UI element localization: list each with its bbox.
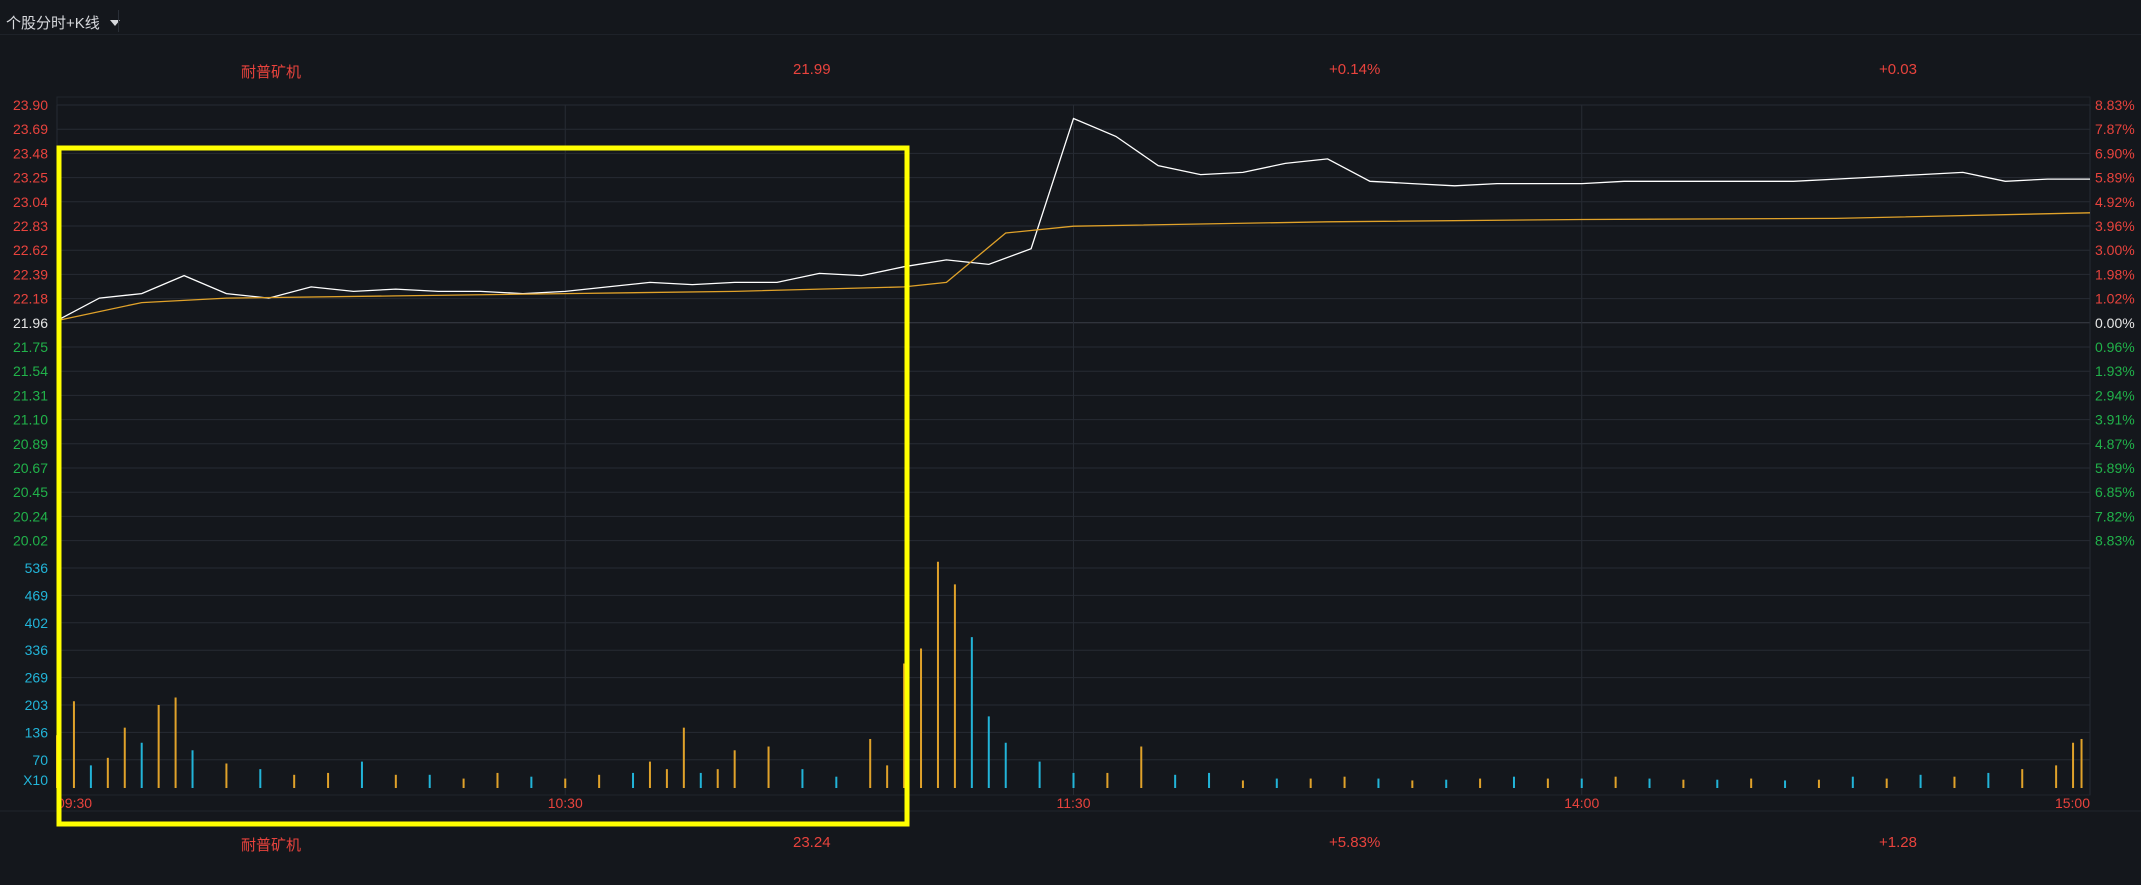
- header-price: 21.99: [793, 61, 831, 78]
- volume-tick-label: 269: [25, 670, 49, 686]
- price-tick-label: 20.45: [13, 484, 48, 500]
- pct-tick-label: 1.93%: [2095, 363, 2135, 379]
- pct-tick-label: 6.90%: [2095, 145, 2135, 161]
- volume-tick-label: 402: [25, 615, 49, 631]
- price-line: [56, 117, 2090, 322]
- top-toolbar: 个股分时+K线: [0, 0, 2141, 35]
- highlight-box: [56, 145, 910, 827]
- price-tick-label: 23.48: [13, 145, 48, 161]
- pct-tick-label: 4.87%: [2095, 436, 2135, 452]
- volume-tick-label: 536: [25, 560, 49, 576]
- avg-line: [56, 212, 2091, 322]
- time-tick-label: 11:30: [1057, 795, 1091, 811]
- pct-tick-label: 7.87%: [2095, 121, 2135, 137]
- price-tick-label: 22.18: [13, 291, 48, 307]
- price-tick-label: 23.90: [13, 97, 48, 113]
- chart-mode-dropdown[interactable]: 个股分时+K线: [6, 12, 120, 33]
- price-tick-label: 20.67: [13, 460, 48, 476]
- time-tick-label: 09:30: [57, 795, 92, 811]
- footer-price: 23.24: [793, 834, 831, 851]
- volume-tick-label: 469: [25, 587, 49, 603]
- price-tick-label: 21.96: [13, 315, 48, 331]
- pct-tick-label: 1.02%: [2095, 291, 2135, 307]
- footer-stock-name: 耐普矿机: [241, 837, 302, 854]
- footer-change: +1.28: [1879, 834, 1917, 851]
- price-tick-label: 21.31: [13, 387, 48, 403]
- header-change-pct: +0.14%: [1329, 61, 1381, 78]
- price-tick-label: 22.62: [13, 242, 48, 258]
- time-tick-label: 15:00: [2055, 795, 2090, 811]
- volume-tick-label: 336: [25, 642, 49, 658]
- pct-tick-label: 0.96%: [2095, 339, 2135, 355]
- pct-tick-label: 8.83%: [2095, 533, 2135, 549]
- volume-unit-label: X10: [23, 772, 48, 788]
- header-stock-name: 耐普矿机: [241, 64, 302, 81]
- footer-change-pct: +5.83%: [1329, 834, 1381, 851]
- pct-tick-label: 3.91%: [2095, 412, 2135, 428]
- pct-tick-label: 4.92%: [2095, 194, 2135, 210]
- pct-tick-label: 7.82%: [2095, 508, 2135, 524]
- pct-tick-label: 5.89%: [2095, 460, 2135, 476]
- pct-tick-label: 3.96%: [2095, 218, 2135, 234]
- time-tick-label: 14:00: [1564, 795, 1599, 811]
- volume-tick-label: 136: [25, 724, 49, 740]
- pct-tick-label: 5.89%: [2095, 170, 2135, 186]
- pct-tick-label: 8.83%: [2095, 97, 2135, 113]
- pct-tick-label: 1.98%: [2095, 266, 2135, 282]
- price-tick-label: 23.04: [13, 194, 48, 210]
- time-tick-label: 10:30: [548, 795, 583, 811]
- pct-tick-label: 6.85%: [2095, 484, 2135, 500]
- header-change: +0.03: [1879, 61, 1917, 78]
- toolbar-divider: [118, 10, 119, 32]
- price-tick-label: 23.69: [13, 121, 48, 137]
- pct-tick-label: 3.00%: [2095, 242, 2135, 258]
- price-tick-label: 20.89: [13, 436, 48, 452]
- price-tick-label: 20.02: [13, 533, 48, 549]
- price-tick-label: 22.83: [13, 218, 48, 234]
- volume-tick-label: 203: [25, 697, 49, 713]
- price-tick-label: 21.10: [13, 412, 48, 428]
- price-tick-label: 23.25: [13, 170, 48, 186]
- chart-mode-label: 个股分时+K线: [6, 15, 100, 32]
- chevron-down-icon: [109, 19, 120, 26]
- price-tick-label: 21.75: [13, 339, 48, 355]
- pct-tick-label: 0.00%: [2095, 315, 2135, 331]
- price-tick-label: 20.24: [13, 508, 48, 524]
- price-tick-label: 21.54: [13, 363, 48, 379]
- price-tick-label: 22.39: [13, 266, 48, 282]
- pct-tick-label: 2.94%: [2095, 387, 2135, 403]
- volume-tick-label: 70: [32, 752, 48, 768]
